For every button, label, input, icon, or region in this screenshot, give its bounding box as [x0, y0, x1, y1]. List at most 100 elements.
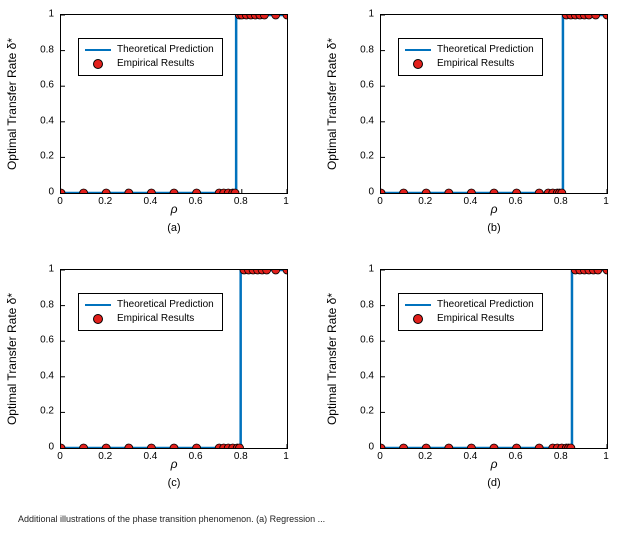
legend-label: Theoretical Prediction: [117, 43, 214, 57]
y-tick: 0.8: [326, 44, 374, 55]
y-tick: 0.6: [6, 80, 54, 91]
empirical-marker: [102, 444, 110, 448]
empirical-marker: [80, 444, 88, 448]
legend-label: Empirical Results: [437, 312, 514, 326]
subplot-label: (c): [168, 477, 181, 489]
empirical-marker: [422, 444, 430, 448]
x-tick: 0.2: [418, 451, 432, 462]
y-tick: 1: [6, 9, 54, 20]
x-tick: 0.4: [463, 451, 477, 462]
empirical-marker: [422, 189, 430, 193]
empirical-marker: [272, 15, 280, 19]
legend-line-swatch: [405, 304, 431, 306]
y-tick: 0: [6, 442, 54, 453]
x-tick: 0.8: [234, 196, 248, 207]
empirical-marker: [603, 270, 607, 274]
legend-item: Empirical Results: [405, 57, 534, 71]
x-tick: 0.6: [509, 196, 523, 207]
empirical-marker: [61, 444, 65, 448]
legend-label: Theoretical Prediction: [437, 43, 534, 57]
legend: Theoretical PredictionEmpirical Results: [78, 293, 223, 331]
y-tick: 0.2: [6, 151, 54, 162]
y-tick: 1: [326, 264, 374, 275]
empirical-marker: [193, 189, 201, 193]
x-tick: 0.8: [554, 451, 568, 462]
legend-marker-swatch: [85, 59, 111, 69]
x-axis-label: ρ: [171, 202, 178, 216]
empirical-marker: [80, 189, 88, 193]
y-tick: 0: [326, 187, 374, 198]
legend-item: Theoretical Prediction: [405, 298, 534, 312]
x-tick: 0.2: [98, 451, 112, 462]
x-tick: 0.8: [554, 196, 568, 207]
y-tick: 0.8: [6, 44, 54, 55]
y-tick: 0: [326, 442, 374, 453]
x-tick: 0.4: [143, 196, 157, 207]
empirical-marker: [283, 270, 287, 274]
empirical-marker: [513, 189, 521, 193]
empirical-marker: [467, 189, 475, 193]
legend-label: Empirical Results: [117, 57, 194, 71]
x-axis-label: ρ: [491, 457, 498, 471]
empirical-marker: [170, 444, 178, 448]
legend: Theoretical PredictionEmpirical Results: [398, 38, 543, 76]
empirical-marker: [193, 444, 201, 448]
panel-a: Optimal Transfer Rate δ*ρ(a)00.20.40.60.…: [0, 0, 320, 255]
legend-line-swatch: [85, 49, 111, 51]
x-tick: 0.6: [189, 196, 203, 207]
y-tick: 1: [6, 264, 54, 275]
subplot-label: (a): [167, 222, 180, 234]
legend-item: Empirical Results: [85, 57, 214, 71]
legend-item: Empirical Results: [405, 312, 534, 326]
y-tick: 0.2: [326, 406, 374, 417]
empirical-marker: [445, 444, 453, 448]
empirical-marker: [147, 444, 155, 448]
x-tick: 0.2: [418, 196, 432, 207]
legend: Theoretical PredictionEmpirical Results: [398, 293, 543, 331]
empirical-marker: [381, 444, 385, 448]
x-tick: 1: [283, 451, 289, 462]
empirical-marker: [592, 15, 600, 19]
subplot-label: (b): [487, 222, 500, 234]
y-tick: 0.2: [326, 151, 374, 162]
panel-grid: Optimal Transfer Rate δ*ρ(a)00.20.40.60.…: [0, 0, 640, 510]
y-tick: 0.8: [326, 299, 374, 310]
empirical-marker: [535, 444, 543, 448]
empirical-marker: [272, 270, 280, 274]
x-tick: 0: [57, 451, 63, 462]
legend-label: Theoretical Prediction: [437, 298, 534, 312]
empirical-marker: [125, 189, 133, 193]
y-tick: 0: [6, 187, 54, 198]
x-axis-label: ρ: [171, 457, 178, 471]
y-tick: 0.4: [6, 115, 54, 126]
x-tick: 1: [283, 196, 289, 207]
x-tick: 0.4: [463, 196, 477, 207]
empirical-marker: [61, 189, 65, 193]
x-tick: 0.2: [98, 196, 112, 207]
empirical-marker: [467, 444, 475, 448]
y-tick: 0.8: [6, 299, 54, 310]
legend-marker-swatch: [85, 314, 111, 324]
empirical-marker: [381, 189, 385, 193]
y-tick: 0.2: [6, 406, 54, 417]
panel-b: Optimal Transfer Rate δ*ρ(b)00.20.40.60.…: [320, 0, 640, 255]
legend-item: Theoretical Prediction: [85, 298, 214, 312]
legend-marker-swatch: [405, 59, 431, 69]
x-tick: 0: [377, 451, 383, 462]
panel-d: Optimal Transfer Rate δ*ρ(d)00.20.40.60.…: [320, 255, 640, 510]
empirical-marker: [445, 189, 453, 193]
empirical-marker: [147, 189, 155, 193]
y-tick: 1: [326, 9, 374, 20]
legend-line-swatch: [85, 304, 111, 306]
figure-caption: Additional illustrations of the phase tr…: [18, 514, 325, 524]
empirical-marker: [513, 444, 521, 448]
x-tick: 1: [603, 196, 609, 207]
y-tick: 0.4: [326, 115, 374, 126]
x-tick: 0.6: [189, 451, 203, 462]
legend-item: Theoretical Prediction: [405, 43, 534, 57]
x-tick: 0.8: [234, 451, 248, 462]
legend-line-swatch: [405, 49, 431, 51]
legend: Theoretical PredictionEmpirical Results: [78, 38, 223, 76]
y-tick: 0.6: [6, 335, 54, 346]
figure-page: Optimal Transfer Rate δ*ρ(a)00.20.40.60.…: [0, 0, 640, 537]
